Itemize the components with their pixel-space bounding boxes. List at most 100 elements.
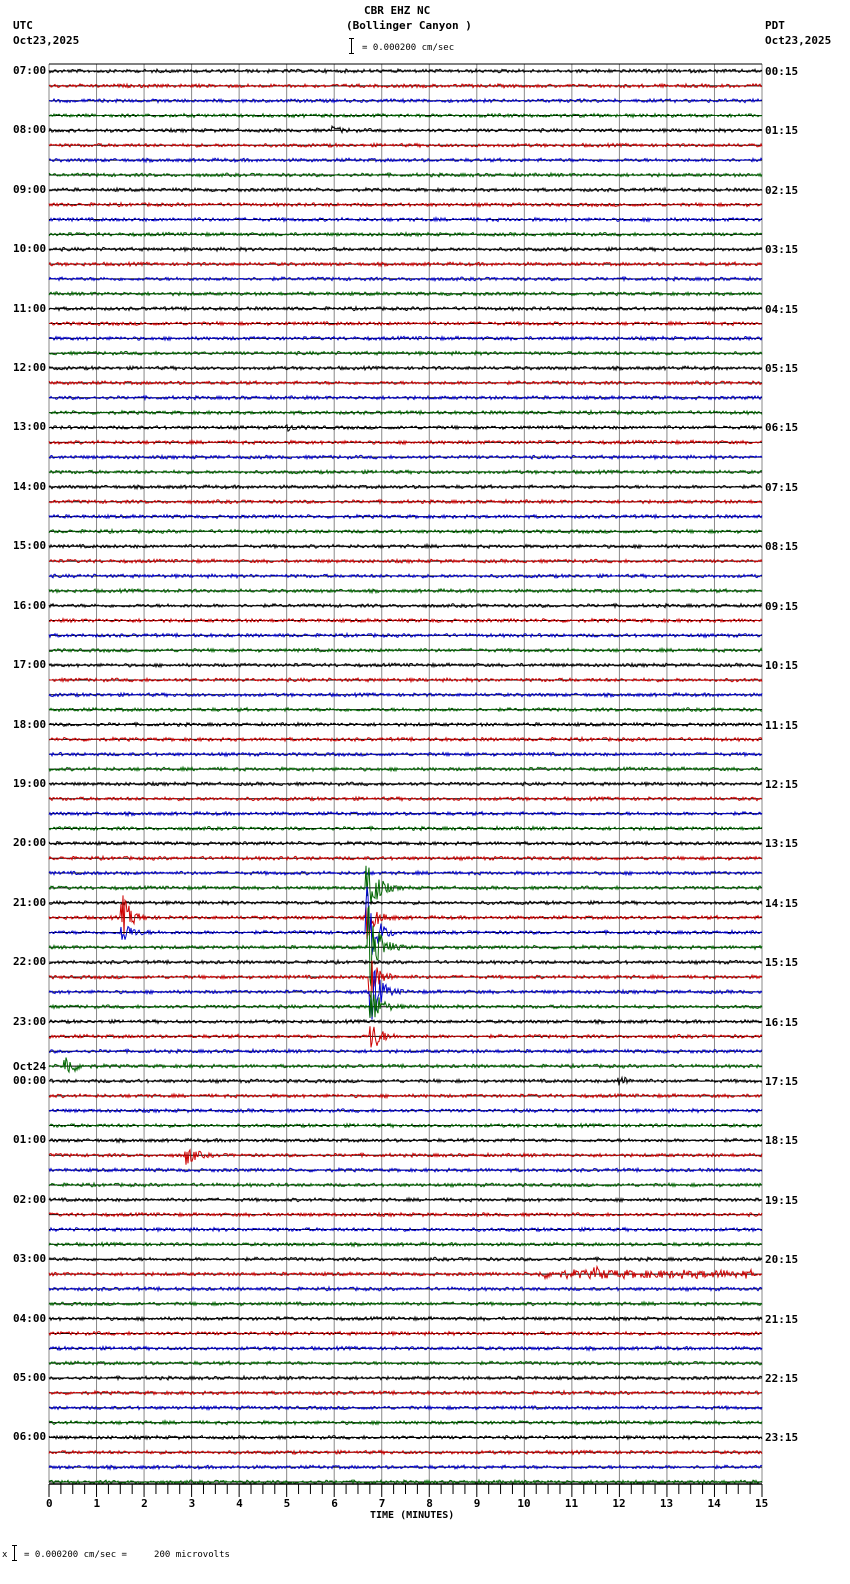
trace-line — [48, 1241, 763, 1248]
utc-hour-label: 14:00 — [13, 479, 47, 493]
trace-line — [48, 1434, 763, 1441]
utc-hour-label: 00:00 — [13, 1073, 47, 1087]
pdt-hour-label: 11:15 — [765, 718, 799, 732]
trace-line — [48, 1478, 763, 1486]
trace-line — [48, 991, 763, 1018]
utc-hour-label: 05:00 — [13, 1371, 47, 1385]
trace-line — [48, 124, 763, 135]
trace-line — [48, 1449, 763, 1456]
trace-line — [48, 141, 763, 149]
trace-line — [48, 1196, 763, 1204]
trace-line — [48, 498, 763, 505]
trace-line — [48, 706, 763, 713]
x-tick-label: 8 — [426, 1497, 433, 1510]
trace-line — [48, 854, 763, 862]
trace-line — [48, 1122, 763, 1129]
pdt-hour-label: 16:15 — [765, 1015, 799, 1029]
station-title: CBR EHZ NC — [364, 4, 431, 17]
pdt-hour-label: 01:15 — [765, 124, 799, 138]
x-tick-label: 15 — [755, 1497, 769, 1510]
trace-line — [48, 1345, 763, 1352]
trace-line — [48, 1166, 763, 1174]
trace-line — [48, 245, 763, 253]
trace-line — [48, 468, 763, 476]
trace-line — [49, 1047, 763, 1055]
trace-line — [48, 67, 763, 75]
trace-line — [48, 899, 763, 907]
pdt-hour-label: 03:15 — [765, 243, 799, 257]
utc-hour-label: 19:00 — [13, 776, 47, 790]
trace-line — [48, 1092, 763, 1100]
trace-line — [48, 1181, 763, 1189]
trace-line — [48, 275, 762, 283]
right-date: Oct23,2025 — [765, 34, 832, 47]
trace-line — [48, 1057, 763, 1074]
x-tick-label: 3 — [188, 1497, 196, 1510]
utc-hour-label: 01:00 — [13, 1133, 47, 1147]
pdt-hour-label: 18:15 — [765, 1134, 799, 1148]
seismic-traces — [48, 67, 763, 1486]
trace-line — [48, 424, 763, 432]
trace-line — [48, 335, 763, 342]
utc-hour-label: 18:00 — [13, 717, 47, 731]
trace-line — [48, 350, 763, 357]
pdt-hour-label: 15:15 — [765, 956, 799, 970]
trace-line — [48, 1389, 763, 1397]
pdt-hour-label: 23:15 — [765, 1431, 799, 1445]
trace-line — [48, 960, 763, 999]
trace-line — [48, 513, 763, 520]
trace-line — [48, 869, 763, 877]
utc-hour-label: 09:00 — [13, 182, 47, 196]
footer-mark: x — [2, 1550, 8, 1560]
x-tick-label: 0 — [46, 1497, 53, 1510]
pdt-hour-label: 12:15 — [765, 777, 799, 791]
trace-line — [48, 112, 763, 119]
trace-line — [48, 1255, 763, 1263]
trace-line — [48, 305, 763, 312]
trace-line — [48, 82, 763, 89]
trace-line — [48, 587, 763, 595]
footer-scale-label: = 0.000200 cm/sec = 200 microvolts — [24, 1550, 230, 1560]
trace-line — [48, 1330, 763, 1337]
x-tick-label: 12 — [612, 1497, 626, 1510]
trace-line — [48, 810, 763, 818]
trace-line — [48, 231, 763, 238]
time-axis — [48, 1483, 763, 1497]
scale-bar-icon — [349, 38, 354, 54]
trace-line — [48, 904, 763, 987]
utc-hour-label: 07:00 — [13, 64, 47, 77]
pdt-hour-label: 17:15 — [765, 1074, 799, 1088]
trace-line — [48, 602, 763, 609]
trace-line — [48, 1226, 763, 1233]
utc-hour-label: 10:00 — [13, 242, 47, 256]
trace-line — [49, 735, 763, 743]
x-tick-label: 14 — [707, 1497, 721, 1510]
trace-line — [48, 1285, 763, 1293]
x-tick-label: 11 — [564, 1497, 579, 1510]
trace-line — [48, 1075, 763, 1086]
trace-line — [48, 201, 763, 208]
pdt-hour-label: 10:15 — [765, 659, 799, 673]
utc-hour-label: 13:00 — [13, 420, 47, 434]
trace-line — [48, 631, 763, 639]
trace-line — [48, 795, 763, 803]
trace-line — [48, 483, 763, 491]
trace-line — [48, 379, 763, 386]
trace-line — [48, 364, 763, 372]
utc-hour-label: 06:00 — [13, 1430, 47, 1444]
pdt-hour-label: 05:15 — [765, 362, 799, 376]
pdt-hour-label: 22:15 — [765, 1372, 799, 1386]
trace-line — [49, 958, 763, 966]
utc-hour-label: 03:00 — [13, 1252, 47, 1266]
utc-hour-label: 15:00 — [13, 539, 47, 553]
trace-line — [48, 865, 762, 904]
trace-line — [48, 1264, 763, 1281]
x-tick-label: 5 — [283, 1497, 291, 1510]
x-tick-label: 2 — [141, 1497, 148, 1510]
trace-line — [48, 1211, 763, 1218]
trace-line — [48, 1360, 763, 1367]
trace-line — [48, 453, 763, 461]
trace-line — [48, 1404, 763, 1412]
footer-scale-bar-icon — [12, 1545, 17, 1561]
trace-line — [48, 1374, 763, 1382]
